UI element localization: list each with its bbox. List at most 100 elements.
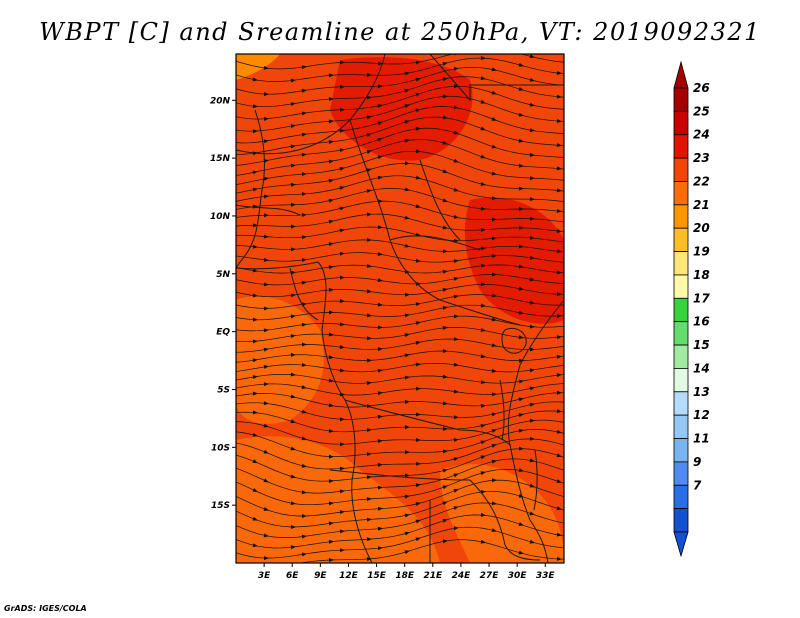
streamline-arrow	[518, 225, 524, 230]
lon-tick-label: 6E	[286, 571, 299, 581]
lat-tick-label: 5N	[216, 270, 230, 280]
streamlines	[236, 54, 564, 563]
streamline-arrow	[339, 442, 345, 447]
streamline-arrow	[404, 71, 410, 76]
streamline-arrow	[442, 325, 448, 330]
streamline-arrow	[404, 375, 410, 380]
streamline-arrow	[366, 289, 372, 294]
streamline-arrow	[263, 176, 269, 181]
streamline-arrow	[339, 466, 345, 471]
streamline-arrow	[252, 187, 258, 192]
streamline-arrow	[480, 126, 486, 131]
streamline-arrow	[404, 292, 410, 297]
streamline-arrow	[491, 317, 497, 322]
streamline-arrow	[529, 176, 535, 181]
lon-tick-label: 12E	[339, 571, 359, 581]
longitude-axis: 3E 6E 9E 12E 15E 18E 21E 24E 27E 30E 33E	[258, 563, 555, 581]
colorbar: 26 25 24 23 22 21 20 19 18 17 16 15 14 13 12 11 9 7	[673, 60, 710, 558]
streamline-arrow	[377, 175, 383, 180]
streamline-arrow	[339, 489, 345, 494]
streamline-arrow	[491, 412, 497, 417]
streamline-arrow	[328, 73, 334, 78]
streamline-arrow	[415, 77, 421, 82]
streamline	[236, 448, 564, 482]
streamline-arrow	[377, 61, 383, 66]
streamline-arrow	[491, 478, 497, 483]
streamline-arrow	[518, 550, 524, 555]
streamline-arrow	[301, 213, 307, 218]
streamline-arrow	[518, 87, 524, 91]
streamline-arrow	[404, 425, 410, 430]
streamline-arrow	[404, 187, 410, 192]
streamline-arrow	[415, 302, 421, 307]
streamline-arrow	[263, 478, 269, 483]
lon-tick-label: 27E	[480, 571, 500, 581]
streamline-arrow	[301, 342, 307, 347]
streamline-arrow	[366, 428, 372, 433]
streamline-arrow	[529, 216, 535, 221]
streamline	[236, 284, 564, 298]
streamline-arrow	[491, 368, 497, 373]
streamline-arrow	[529, 255, 535, 260]
streamline-arrow	[556, 409, 562, 414]
streamline-arrow	[518, 186, 524, 191]
streamline-arrow	[339, 368, 345, 373]
streamline-arrow	[404, 513, 410, 518]
streamline-arrow	[366, 150, 372, 154]
streamline-arrow	[290, 124, 296, 129]
streamline-arrow	[328, 403, 334, 408]
streamline-arrow	[453, 158, 459, 163]
streamline-arrow	[366, 73, 372, 78]
streamline	[236, 338, 564, 353]
streamline-arrow	[301, 235, 307, 240]
streamline	[236, 106, 564, 144]
streamline-arrow	[529, 77, 535, 82]
streamline-arrow	[415, 461, 421, 466]
streamline-arrow	[556, 354, 562, 359]
streamline-arrow	[290, 270, 296, 275]
streamline-arrow	[529, 539, 535, 544]
streamline-arrow	[480, 354, 486, 359]
streamline-arrow	[491, 392, 497, 397]
streamline	[236, 327, 564, 343]
country-borders	[236, 54, 564, 563]
streamline-arrow	[377, 302, 383, 307]
colorbar-swatch	[673, 391, 689, 416]
streamline	[236, 175, 564, 202]
coastline-gulf	[236, 261, 373, 563]
streamline-arrow	[328, 265, 334, 270]
streamline-arrow	[263, 92, 269, 97]
streamline-arrow	[339, 128, 345, 133]
streamline-arrow	[556, 506, 562, 511]
streamline-arrow	[290, 182, 296, 187]
streamline	[236, 226, 564, 243]
streamline-arrow	[480, 440, 486, 445]
streamline-arrow	[339, 275, 345, 280]
streamline-arrow	[404, 473, 410, 478]
streamline-arrow	[301, 514, 307, 519]
streamline	[236, 163, 564, 194]
streamline-arrow	[252, 516, 258, 521]
border-line-10	[419, 159, 461, 241]
streamline-arrow	[366, 189, 372, 194]
streamline-arrow	[556, 94, 562, 99]
streamline-arrow	[252, 432, 258, 437]
streamline-arrow	[480, 56, 486, 61]
streamline-arrow	[453, 438, 459, 442]
streamline-arrow	[415, 412, 421, 417]
streamline-arrow	[366, 517, 372, 522]
streamline-arrow	[301, 258, 307, 263]
colorbar-bottom-arrow	[673, 531, 689, 558]
streamline-arrow	[529, 368, 535, 373]
streamline-arrow	[263, 382, 269, 387]
streamline-arrow	[377, 526, 383, 531]
streamline-arrow	[491, 501, 497, 506]
streamline-arrow	[529, 402, 535, 407]
streamline-arrow	[301, 192, 307, 197]
streamline-arrow	[377, 278, 383, 283]
streamline-arrow	[404, 88, 410, 93]
streamline-arrow	[529, 511, 535, 516]
streamline-arrow	[377, 251, 383, 256]
streamline-arrow	[339, 251, 345, 256]
streamline-arrow	[301, 152, 307, 157]
